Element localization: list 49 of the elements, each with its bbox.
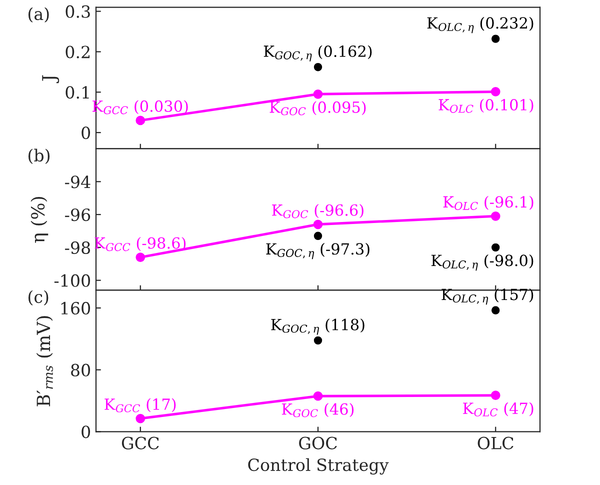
- text: (a): [28, 7, 49, 23]
- annotation: K$_{GOC}$ (46): [282, 403, 354, 418]
- annotation: K$_{GOC,η}$ (118): [271, 318, 364, 335]
- annotation: K$_{OLC,η}$ (-98.0): [431, 254, 534, 271]
- text: (b): [28, 148, 50, 164]
- point: [313, 220, 323, 230]
- point: [314, 232, 322, 240]
- y-tick-label: 0.1: [66, 86, 89, 99]
- annotation: K$_{OLC}$ (47): [463, 402, 534, 416]
- point: [490, 87, 500, 96]
- point: [314, 62, 322, 72]
- x-tick-label: GCC: [122, 436, 159, 450]
- text: (c): [28, 290, 48, 306]
- y-tick-label: -100: [54, 274, 90, 287]
- y-tick-label: 0.3: [66, 5, 90, 18]
- point: [313, 89, 323, 99]
- point: [491, 34, 500, 43]
- point: [490, 211, 500, 221]
- annotation: K$_{GOC}$ (0.095): [270, 101, 366, 116]
- y-tick-label: 0: [82, 126, 90, 140]
- point: [491, 306, 500, 314]
- x-tick-label: OLC: [478, 436, 514, 450]
- annotation: K$_{GCC}$ (17): [104, 398, 176, 412]
- x-axis-title: Control Strategy: [248, 458, 389, 475]
- x-tick-label: GOC: [299, 436, 337, 450]
- y-tick-label: -94: [65, 176, 90, 188]
- annotation: K$_{OLC}$ (0.101): [438, 98, 534, 113]
- point: [491, 243, 500, 252]
- annotation: K$_{GOC,η}$ (-97.3): [266, 242, 370, 260]
- annotation: K$_{OLC}$ (-96.1): [443, 196, 534, 210]
- point: [314, 336, 322, 345]
- point: [313, 391, 323, 401]
- y-tick-label: 80: [71, 364, 90, 376]
- y-tick-label: 160: [61, 302, 90, 315]
- annotation: K$_{GOC,η}$ (0.162): [264, 45, 372, 62]
- y-axis-title: B′$_{rms}$ (mV): [36, 316, 54, 406]
- annotation: K$_{GOC}$ (-96.6): [272, 204, 364, 218]
- y-tick-label: 0: [82, 426, 90, 438]
- point: [490, 390, 500, 400]
- annotation: K$_{OLC,η}$ (0.232): [427, 16, 534, 34]
- point: [136, 414, 146, 424]
- y-tick-label: 0.2: [66, 46, 90, 58]
- y-tick-label: -96: [65, 208, 90, 222]
- point: [136, 252, 146, 262]
- y-axis-title: J: [42, 75, 60, 84]
- point: [136, 116, 146, 126]
- y-axis-title: η (%): [30, 196, 48, 243]
- y-tick-label: -98: [65, 241, 90, 254]
- annotation: K$_{OLC,η}$ (157): [442, 288, 534, 305]
